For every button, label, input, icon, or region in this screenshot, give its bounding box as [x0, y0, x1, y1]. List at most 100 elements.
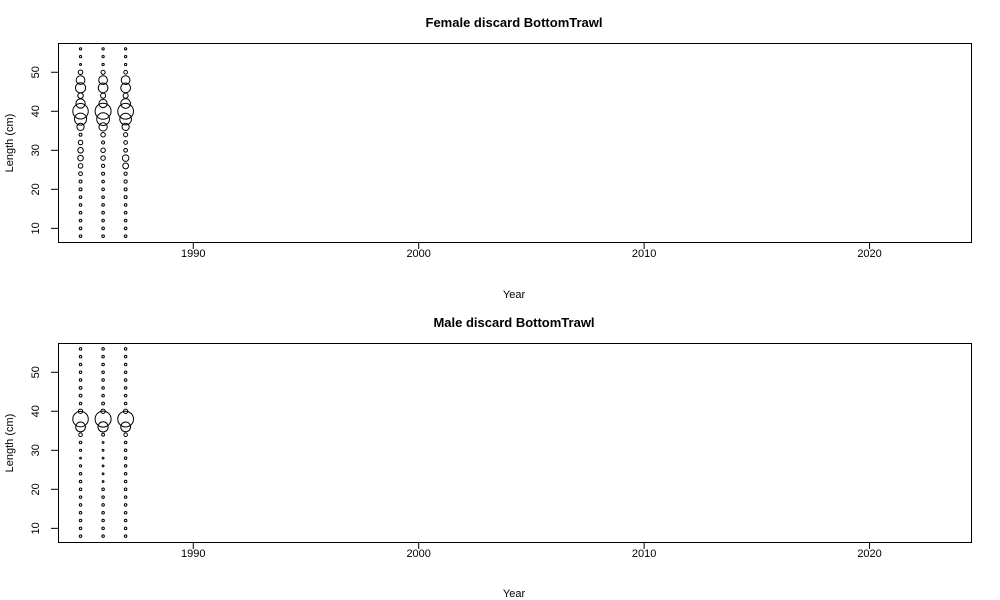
bubble-group [72, 347, 134, 538]
data-bubble [78, 503, 83, 507]
data-bubble [123, 510, 128, 515]
data-bubble [100, 69, 106, 75]
data-bubble [78, 55, 83, 59]
data-bubble [78, 218, 83, 223]
data-bubble [78, 448, 83, 452]
x-tick-label: 2000 [406, 548, 430, 560]
y-axis-label: Length (cm) [4, 414, 16, 473]
data-bubble [101, 140, 106, 145]
data-bubble [101, 370, 105, 375]
y-tick-label: 10 [30, 522, 42, 534]
data-bubble [101, 179, 105, 184]
data-bubble [78, 385, 83, 390]
data-bubble [123, 69, 128, 75]
data-bubble [78, 479, 83, 484]
data-bubble [101, 203, 105, 207]
data-bubble [77, 139, 84, 146]
data-bubble [101, 526, 105, 531]
data-bubble [122, 92, 129, 99]
data-bubble [123, 378, 128, 382]
data-bubble [101, 195, 105, 199]
x-axis: 1990 2000 2010 2020 [181, 542, 882, 560]
data-bubble [78, 534, 83, 538]
data-bubble [100, 147, 106, 154]
plot-frame [58, 343, 972, 543]
data-bubble [78, 210, 83, 215]
data-bubble [123, 226, 128, 231]
y-tick-label: 50 [30, 66, 42, 78]
data-bubble [101, 226, 105, 231]
data-bubble [78, 471, 83, 476]
data-bubble [74, 82, 87, 94]
x-axis-label: Year [503, 289, 526, 301]
data-bubble [101, 354, 105, 359]
data-bubble [123, 495, 128, 499]
data-bubble [78, 518, 83, 523]
data-bubble [101, 432, 105, 437]
data-bubble [78, 47, 83, 51]
data-bubble [101, 218, 105, 223]
data-bubble [123, 401, 128, 406]
data-bubble [100, 92, 107, 99]
data-bubble [77, 147, 84, 154]
data-bubble [78, 370, 83, 375]
data-bubble [98, 122, 108, 132]
y-tick-label: 30 [30, 444, 42, 456]
data-bubble [101, 456, 105, 460]
x-tick-label: 2020 [857, 548, 881, 560]
data-bubble [78, 226, 83, 231]
data-bubble [75, 75, 86, 85]
data-bubble [123, 187, 128, 192]
data-bubble [123, 179, 128, 184]
data-bubble [101, 464, 105, 468]
y-axis: 10 20 30 40 50 [30, 366, 59, 534]
data-bubble [101, 472, 105, 476]
data-bubble [78, 487, 83, 492]
data-bubble [101, 378, 105, 382]
data-bubble [77, 163, 84, 169]
data-bubble [101, 55, 105, 59]
data-bubble [101, 171, 106, 176]
data-bubble [120, 421, 132, 433]
data-bubble [77, 69, 84, 76]
data-bubble [78, 362, 83, 367]
data-bubble [101, 487, 105, 492]
data-bubble [123, 234, 128, 238]
y-tick-label: 40 [30, 405, 42, 417]
data-bubble [75, 421, 86, 433]
data-bubble [77, 154, 84, 162]
x-tick-label: 1990 [181, 248, 205, 260]
data-bubble [78, 378, 83, 382]
data-bubble [78, 495, 83, 499]
data-bubble [123, 393, 128, 398]
data-bubble [101, 47, 105, 51]
data-bubble [123, 210, 128, 215]
data-bubble [100, 408, 106, 414]
data-bubble [79, 63, 82, 66]
data-bubble [94, 410, 112, 428]
data-bubble [101, 62, 105, 67]
data-bubble [78, 510, 83, 515]
data-bubble [78, 203, 83, 207]
data-bubble [97, 82, 109, 94]
data-bubble [78, 132, 83, 137]
data-bubble [101, 187, 105, 192]
data-bubble [123, 479, 128, 484]
data-bubble [78, 171, 83, 177]
data-bubble [78, 401, 83, 406]
female-panel: Female discard BottomTrawl 1990 2000 2010 2… [4, 15, 972, 301]
data-bubble [123, 140, 128, 145]
data-bubble [101, 393, 105, 398]
data-bubble [124, 47, 128, 51]
data-bubble [123, 147, 128, 153]
y-tick-label: 50 [30, 366, 42, 378]
data-bubble [78, 195, 83, 199]
data-bubble [122, 408, 129, 414]
data-bubble [77, 408, 84, 414]
data-bubble [77, 92, 84, 99]
data-bubble [101, 534, 105, 538]
data-bubble [123, 456, 128, 460]
data-bubble [123, 386, 128, 390]
data-bubble [94, 102, 112, 120]
